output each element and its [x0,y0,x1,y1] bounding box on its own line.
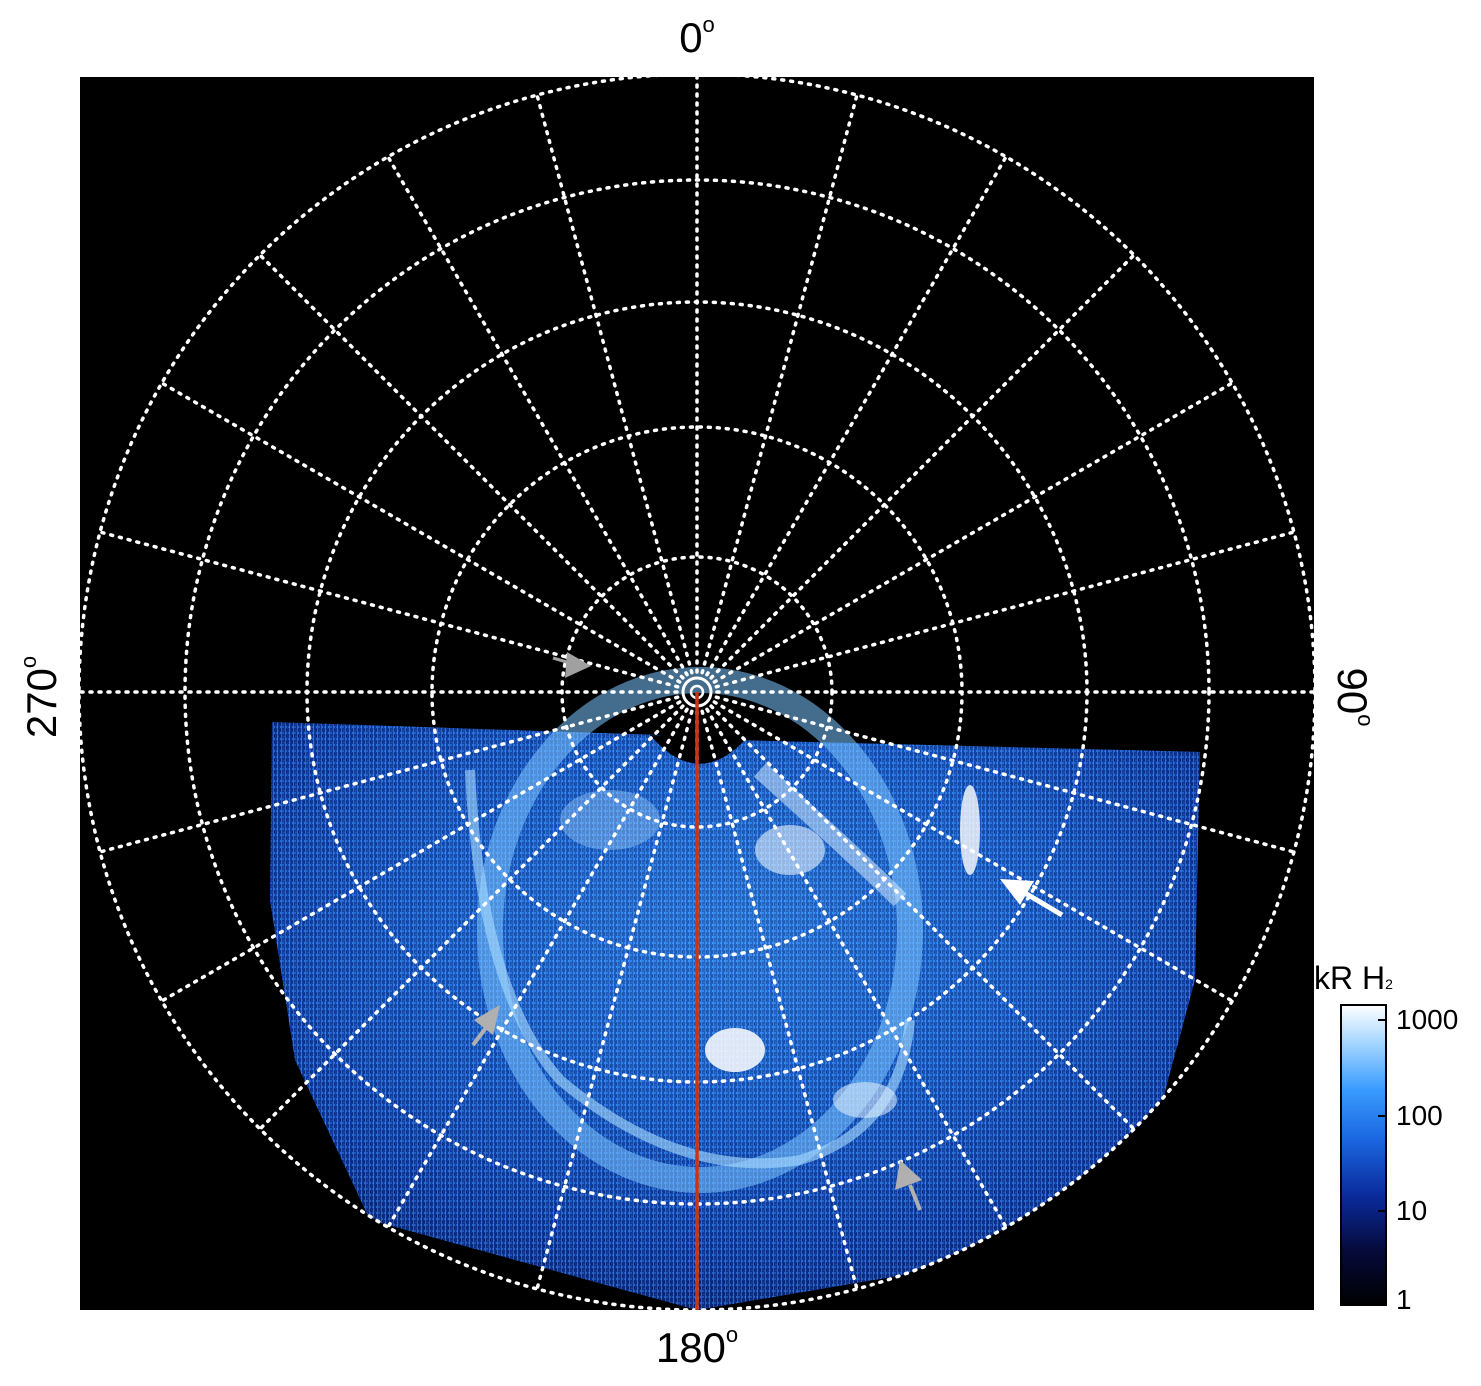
colorbar-tick-100: 100 [1396,1100,1443,1131]
arrow-white-right [1000,879,1064,918]
colorbar-tick-10: 10 [1396,1195,1428,1226]
grid-meridian-45 [709,253,1136,680]
grid-meridian-135 [709,704,1136,1131]
colorbar-ticks [1378,1019,1386,1304]
grid-meridian-210 [386,707,689,1229]
grid-meridian-330 [386,155,689,677]
grid-meridian-30 [705,155,1008,677]
grid-meridian-345 [535,93,694,675]
colorbar-tick-1: 1 [1396,1284,1412,1315]
grid-meridian-75 [714,530,1296,689]
grid-ring-1 [560,555,834,829]
grid-meridian-60 [712,381,1234,684]
grid-meridian-225 [258,704,685,1131]
label-0-degrees: 0o [679,12,715,61]
label-270-degrees: 270o [16,655,65,739]
colorbar-tick-1000: 1000 [1396,1004,1459,1035]
colorbar [1340,1004,1387,1306]
arrow-grey-top [552,652,591,678]
grid-meridian-300 [160,381,682,684]
colorbar-title: kR H2 [1314,960,1393,996]
arrow-grey-left [471,1005,500,1047]
grid-meridian-195 [535,709,694,1291]
grid-meridian-315 [258,253,685,680]
label-90-degrees: 90o [1329,667,1378,727]
grid-meridian-150 [705,707,1008,1229]
grid-meridian-15 [700,93,859,675]
arrow-grey-bottom [895,1160,922,1211]
grid-meridian-105 [714,695,1296,854]
grid-meridian-240 [160,700,682,1003]
grid-meridian-165 [700,709,859,1291]
grid-meridian-255 [98,695,680,854]
grid-meridian-120 [712,700,1234,1003]
label-180-degrees: 180o [655,1322,739,1371]
